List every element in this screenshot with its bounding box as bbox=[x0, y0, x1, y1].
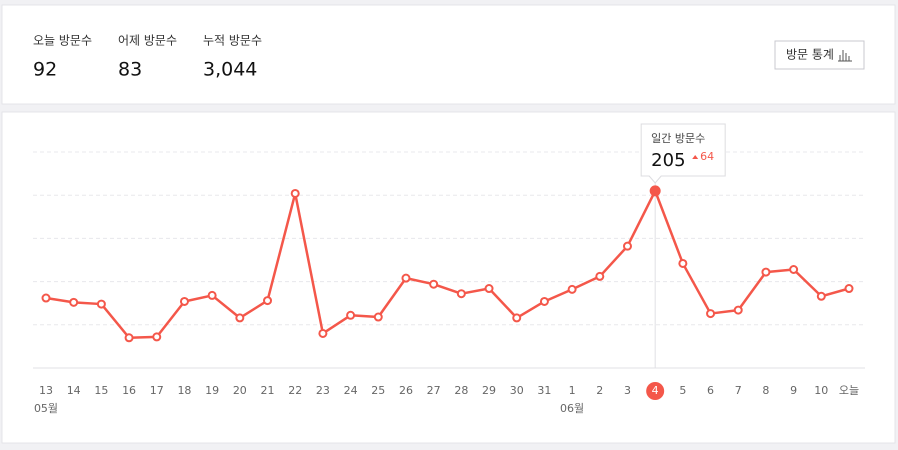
point bbox=[263, 296, 273, 306]
point bbox=[124, 333, 134, 343]
point bbox=[179, 296, 189, 306]
x-tick-label: 8 bbox=[762, 384, 769, 397]
x-tick-label: 21 bbox=[261, 384, 275, 397]
x-tick-label: 17 bbox=[150, 384, 164, 397]
x-tick-label: 19 bbox=[205, 384, 219, 397]
stat-value: 92 bbox=[33, 59, 57, 81]
x-tick-label: 25 bbox=[371, 384, 385, 397]
x-tick-label: 10 bbox=[814, 384, 828, 397]
visits-line bbox=[45, 189, 850, 340]
selected-day-badge bbox=[646, 382, 665, 400]
x-tick-label: 1 bbox=[569, 384, 576, 397]
point bbox=[484, 284, 494, 294]
tooltip-delta: 64 bbox=[700, 150, 714, 163]
x-tick-label: 22 bbox=[288, 384, 302, 397]
x-tick-label: 16 bbox=[122, 384, 136, 397]
point bbox=[844, 284, 854, 294]
x-tick-label: 9 bbox=[790, 384, 797, 397]
stat-label: 어제 방문수 bbox=[118, 34, 177, 48]
x-tick-label: 31 bbox=[537, 384, 551, 397]
point bbox=[290, 188, 300, 198]
point bbox=[622, 241, 632, 251]
point bbox=[346, 310, 356, 320]
stat-value: 3,044 bbox=[203, 59, 257, 81]
x-tick-label: 28 bbox=[454, 384, 468, 397]
x-tick-label: 29 bbox=[482, 384, 496, 397]
tooltip-label: 일간 방문수 bbox=[651, 131, 705, 145]
x-tick-label: 27 bbox=[427, 384, 441, 397]
point bbox=[429, 279, 439, 289]
x-tick-label: 26 bbox=[399, 384, 413, 397]
point bbox=[733, 305, 743, 315]
point bbox=[96, 299, 106, 309]
point bbox=[207, 290, 217, 300]
button-box[interactable] bbox=[774, 40, 865, 70]
point bbox=[761, 267, 771, 277]
button-label[interactable]: 방문 통계 bbox=[786, 48, 834, 62]
month-label: 05월 bbox=[34, 402, 58, 415]
stat-value: 83 bbox=[118, 59, 142, 81]
point bbox=[318, 328, 328, 338]
x-tick-label: 2 bbox=[596, 384, 603, 397]
x-tick-label: 15 bbox=[94, 384, 108, 397]
point bbox=[373, 312, 383, 322]
x-tick-label: 18 bbox=[177, 384, 191, 397]
x-tick-label: 7 bbox=[735, 384, 742, 397]
x-tick-label: 6 bbox=[707, 384, 714, 397]
point bbox=[649, 185, 661, 197]
stat-label: 오늘 방문수 bbox=[33, 34, 92, 48]
chart-icon[interactable] bbox=[838, 50, 852, 62]
point bbox=[678, 258, 688, 268]
stats-card bbox=[1, 4, 896, 105]
point bbox=[235, 313, 245, 323]
tooltip-value: 205 bbox=[651, 150, 685, 171]
tooltip-box bbox=[640, 123, 726, 184]
point bbox=[456, 289, 466, 299]
x-tick-label: 14 bbox=[67, 384, 81, 397]
x-tick-label: 5 bbox=[679, 384, 686, 397]
stat-label: 누적 방문수 bbox=[203, 34, 262, 48]
point bbox=[539, 296, 549, 306]
point bbox=[789, 265, 799, 275]
point bbox=[69, 297, 79, 307]
point bbox=[816, 291, 826, 301]
x-tick-label: 23 bbox=[316, 384, 330, 397]
x-tick-label: 24 bbox=[344, 384, 358, 397]
x-tick-label: 3 bbox=[624, 384, 631, 397]
point bbox=[152, 332, 162, 342]
x-tick-label: 20 bbox=[233, 384, 247, 397]
point bbox=[41, 293, 51, 303]
x-tick-label: 30 bbox=[510, 384, 524, 397]
x-tick-label: 오늘 bbox=[839, 384, 859, 397]
up-arrow bbox=[692, 155, 699, 159]
month-label: 06월 bbox=[560, 402, 584, 415]
point bbox=[595, 271, 605, 281]
point bbox=[706, 309, 716, 319]
point bbox=[401, 273, 411, 283]
x-tick-label: 4 bbox=[652, 384, 659, 397]
chart-card bbox=[1, 111, 896, 444]
point bbox=[512, 313, 522, 323]
stats-button[interactable]: 방문 통계 bbox=[774, 40, 865, 70]
x-tick-label: 13 bbox=[39, 384, 53, 397]
point bbox=[567, 284, 577, 294]
